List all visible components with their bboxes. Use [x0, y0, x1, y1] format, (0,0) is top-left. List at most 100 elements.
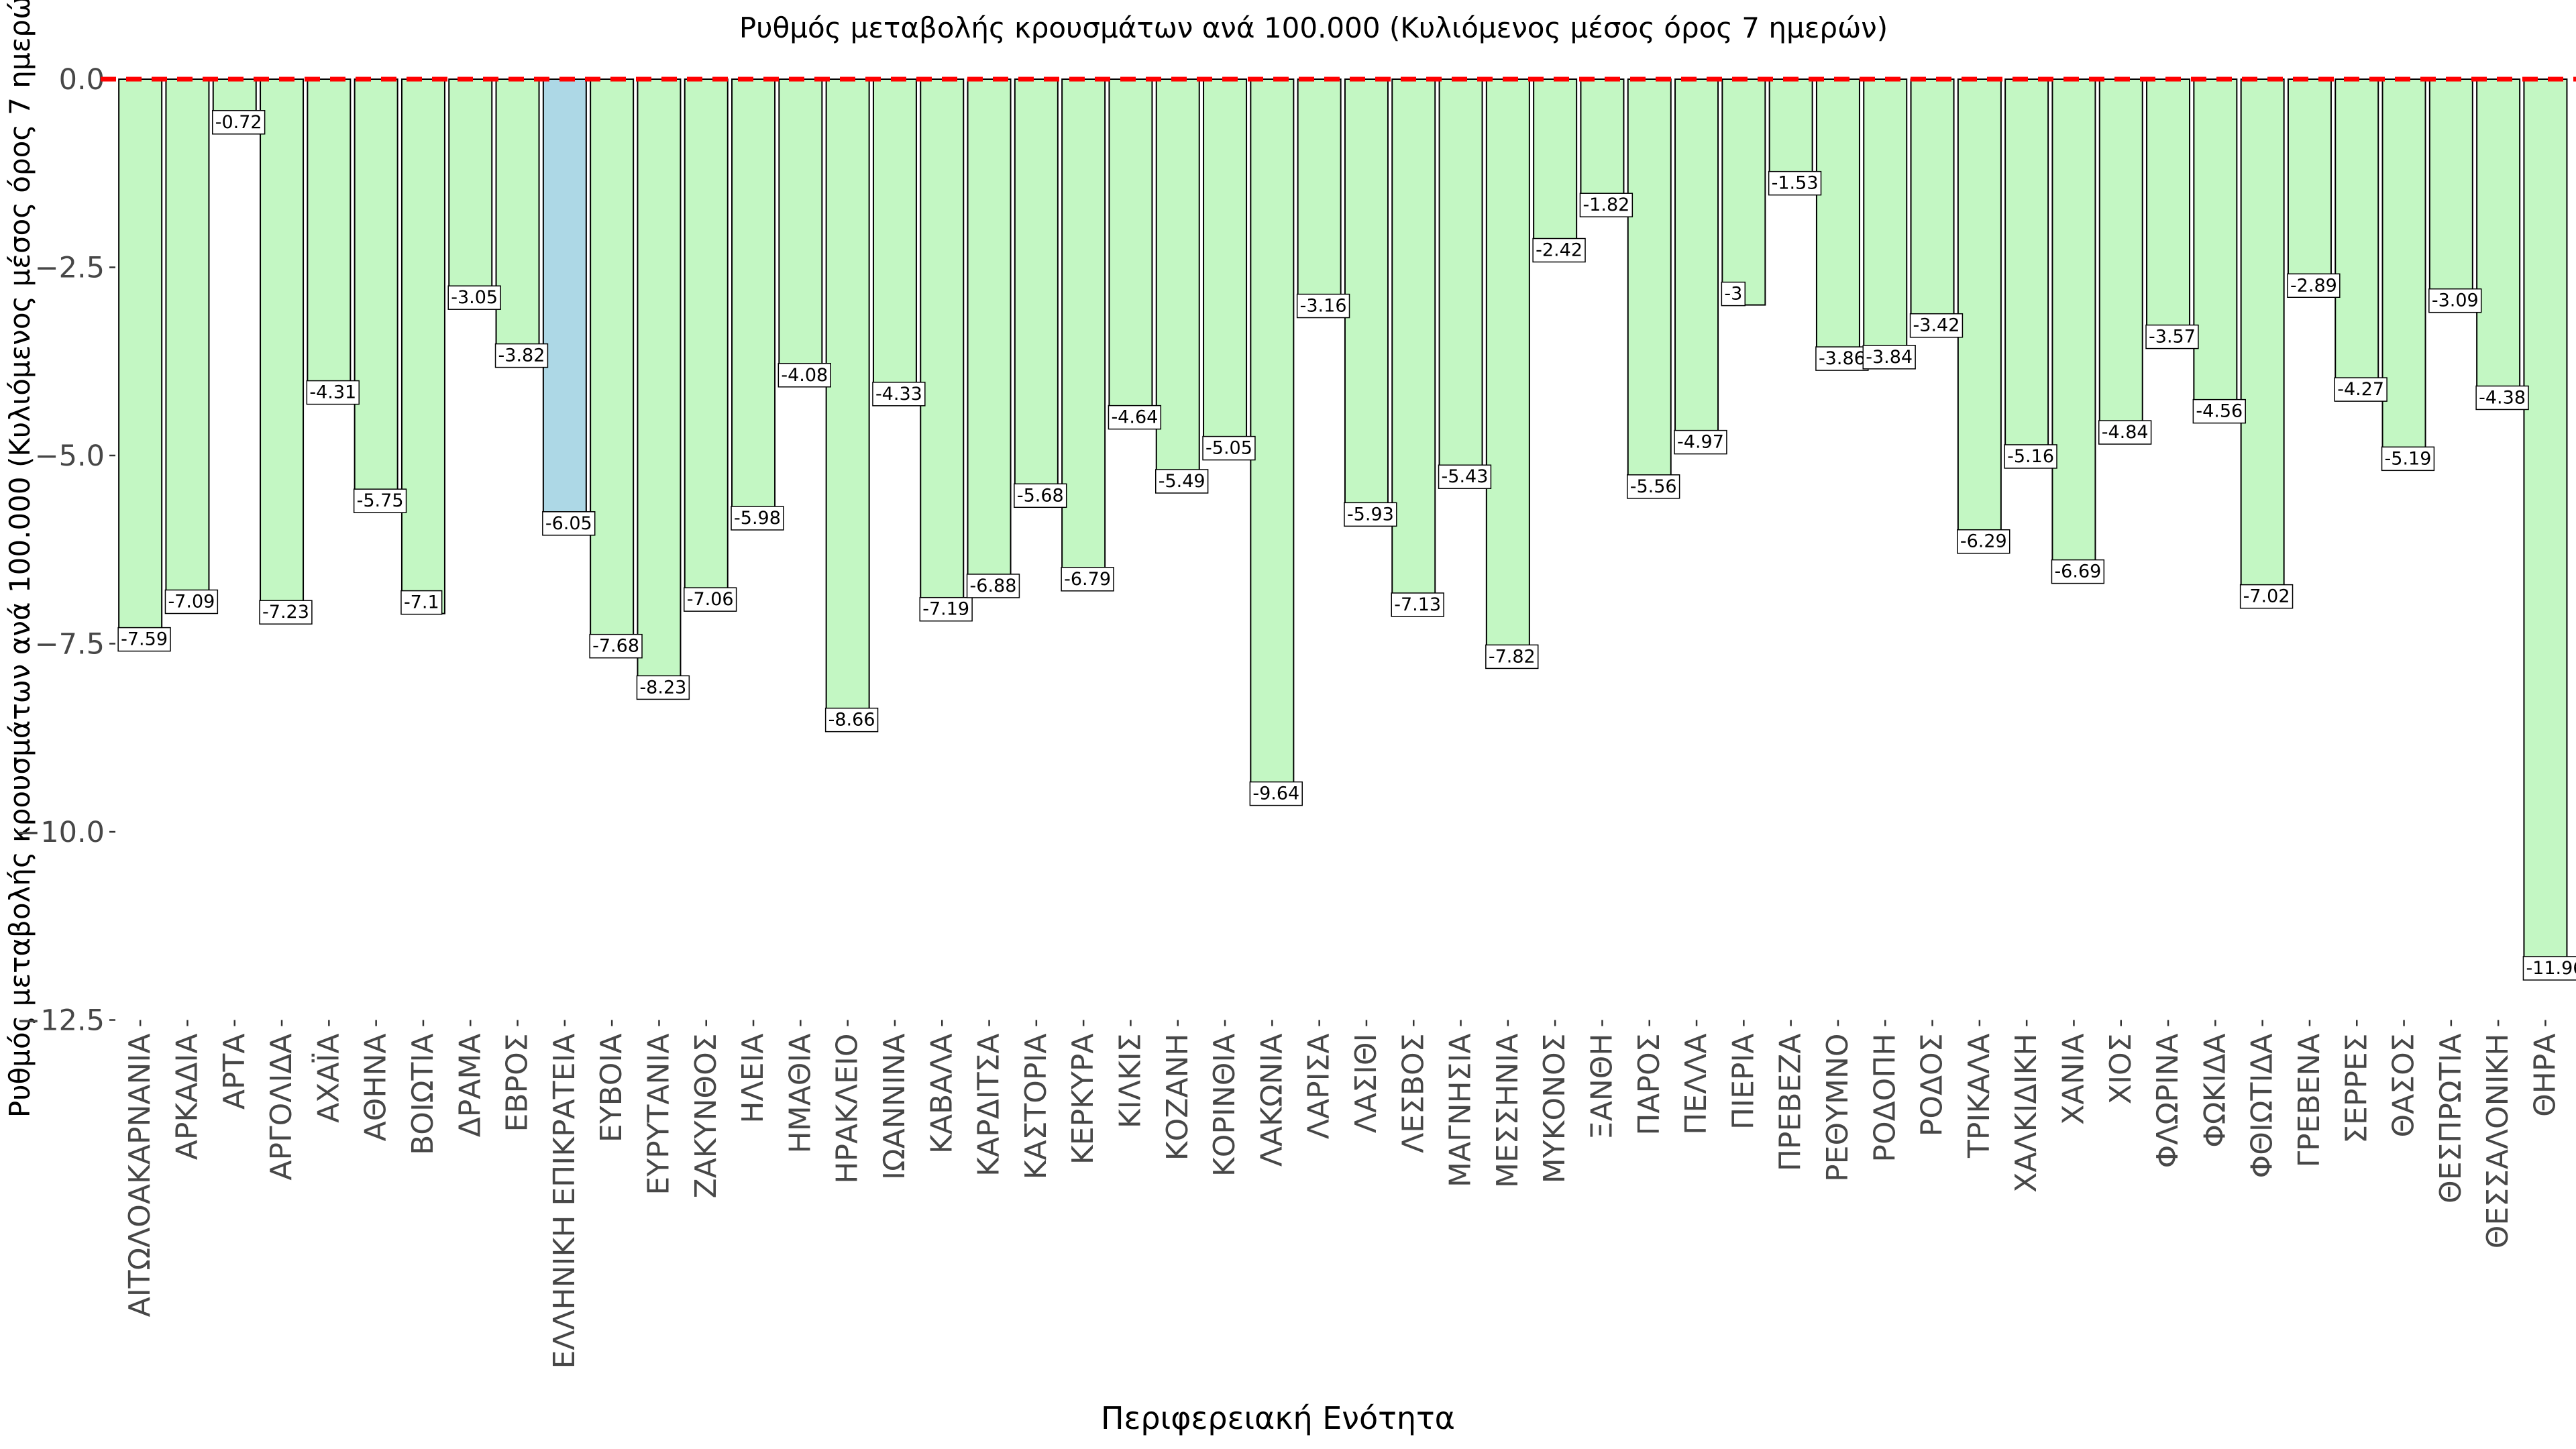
bar-value-label: -5.98 — [734, 508, 781, 529]
bar-value-label-box — [966, 574, 1020, 598]
bar-value-label: -3.09 — [2432, 290, 2479, 311]
bar-value-label-box — [1296, 293, 1350, 319]
bar — [1910, 78, 1955, 337]
bar — [1815, 78, 1860, 371]
x-tick-label: ΚΟΖΑΝΗ — [1161, 1034, 1195, 1161]
bar — [2476, 78, 2521, 410]
x-tick-label: ΙΩΑΝΝΙΝΑ — [877, 1034, 912, 1181]
bar-value-label: -6.88 — [970, 576, 1017, 596]
x-tick-label: ΗΛΕΙΑ — [736, 1034, 770, 1124]
x-tick-label: ΜΕΣΣΗΝΙΑ — [1491, 1034, 1525, 1188]
x-tick-label: ΦΛΩΡΙΝΑ — [2151, 1034, 2185, 1169]
bar-value-label-box — [919, 596, 973, 622]
bar-value-label-box — [1155, 469, 1209, 494]
bar-value-label: -7.09 — [168, 591, 215, 612]
bar-value-label-box — [117, 627, 171, 652]
bar-value-label: -5.16 — [2007, 446, 2054, 467]
bar — [2146, 78, 2191, 349]
bar — [1627, 78, 1672, 498]
y-axis-ticks: 0.0 −2.5 −5.0 −7.5 −10.0 −12.5 — [16, 63, 115, 1038]
chart-title: Ρυθμός μεταβολής κρουσμάτων ανά 100.000 … — [739, 11, 1888, 44]
x-tick-label: ΘΕΣΠΡΩΤΙΑ — [2434, 1034, 2468, 1203]
bar — [778, 78, 823, 387]
y-tick-label: −12.5 — [16, 1004, 105, 1038]
bar-value-label-box — [2522, 956, 2576, 981]
bar-value-label-box — [2287, 273, 2341, 299]
x-tick-label: ΣΕΡΡΕΣ — [2339, 1034, 2373, 1144]
x-tick-label: ΠΕΛΛΑ — [1679, 1034, 1713, 1135]
bar-value-label: -6.69 — [2054, 561, 2101, 582]
x-tick-label: ΘΑΣΟΣ — [2387, 1034, 2421, 1138]
bar-value-label-box — [1909, 313, 1964, 338]
bar — [2334, 78, 2379, 402]
bar-value-label-box — [1768, 170, 1822, 196]
bar-value-label-box — [164, 589, 219, 614]
bar — [400, 78, 445, 614]
bar-value-label-box — [1391, 592, 1444, 617]
x-tick-label: ΑΧΑΪΑ — [310, 1034, 345, 1123]
bar-value-label-box — [542, 511, 596, 536]
x-tick-label: ΡΟΔΟΠΗ — [1868, 1034, 1902, 1163]
bar-value-label: -3.16 — [1300, 296, 1347, 317]
bar-value-label: -11.96 — [2526, 958, 2576, 979]
bar-value-label: -7.06 — [687, 589, 734, 610]
bar-value-label-box — [1061, 567, 1114, 592]
x-tick-label: ΡΟΔΟΣ — [1915, 1034, 1949, 1137]
bar-value-label: -4.33 — [875, 384, 922, 405]
bar-value-label: -6.05 — [545, 513, 592, 534]
bar-value-label: -6.29 — [1960, 531, 2007, 552]
x-tick-label: ΑΘΗΝΑ — [359, 1034, 393, 1142]
bar-value-label-box — [1438, 464, 1492, 489]
bar — [1485, 78, 1530, 669]
bar-value-label-box — [1202, 435, 1256, 461]
bar-value-label: -0.72 — [215, 112, 262, 133]
bar — [1674, 78, 1719, 454]
bar-value-label: -5.19 — [2385, 448, 2432, 469]
bar — [1721, 78, 1766, 306]
x-tick-label: ΠΡΕΒΕΖΑ — [1774, 1034, 1808, 1172]
bar — [731, 78, 776, 530]
bar-value-label-box — [212, 110, 266, 135]
x-tick-label: ΞΑΝΘΗ — [1585, 1034, 1619, 1140]
bar-value-label-box — [2051, 559, 2105, 584]
bar-value-label-box — [2004, 444, 2057, 469]
x-tick-label: ΑΡΚΑΔΙΑ — [170, 1034, 204, 1161]
bar-value-label: -5.75 — [357, 490, 404, 511]
x-tick-label: ΧΑΛΚΙΔΙΚΗ — [2009, 1034, 2043, 1193]
bar — [590, 78, 635, 658]
bar — [825, 78, 870, 732]
bar-value-label-box — [1721, 281, 1746, 307]
bar-value-label-box — [2381, 446, 2435, 472]
bar-value-label-box — [2239, 584, 2294, 609]
bar-value-label-box — [636, 675, 690, 700]
bar-value-label-box — [1627, 474, 1680, 499]
bar-value-label: -7.02 — [2243, 586, 2290, 607]
bar-value-label-box — [1485, 644, 1539, 669]
x-tick-label: ΜΥΚΟΝΟΣ — [1538, 1034, 1572, 1184]
y-tick-label: −2.5 — [35, 252, 105, 285]
bar — [2240, 78, 2285, 608]
bar — [2523, 78, 2568, 980]
bar-value-label: -4.84 — [2102, 422, 2149, 443]
bar-value-label: -7.59 — [121, 629, 168, 650]
bar-value-label: -7.23 — [262, 602, 309, 623]
x-tick-label: ΚΑΣΤΟΡΙΑ — [1019, 1034, 1053, 1180]
x-tick-label: ΛΑΚΩΝΙΑ — [1254, 1034, 1289, 1167]
bar — [118, 78, 163, 651]
bar-value-label-box — [1344, 502, 1397, 527]
bar — [2381, 78, 2426, 471]
x-tick-label: ΘΗΡΑ — [2528, 1034, 2562, 1117]
x-tick-label: ΒΟΙΩΤΙΑ — [406, 1034, 440, 1155]
x-tick-label: ΗΜΑΘΙΑ — [783, 1034, 817, 1154]
bar — [1438, 78, 1483, 489]
bar-value-label: -4.27 — [2337, 379, 2384, 400]
bar-value-label: -4.64 — [1111, 407, 1158, 428]
bar-value-label-box — [400, 590, 443, 615]
bar — [1250, 78, 1295, 806]
bar-value-label: -1.53 — [1772, 173, 1819, 194]
bar — [2051, 78, 2096, 584]
bar — [1533, 78, 1578, 262]
bar-value-label-box — [2192, 398, 2246, 424]
bar — [637, 78, 682, 700]
